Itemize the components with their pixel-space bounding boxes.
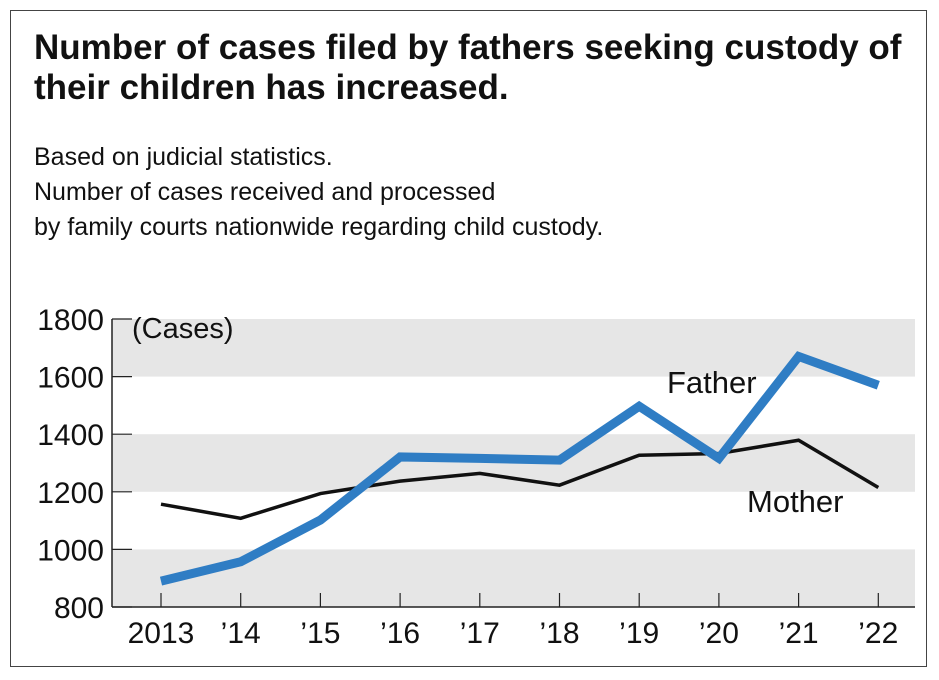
series-line-mother — [160, 438, 880, 521]
x-tick-label: 2013 — [128, 617, 195, 650]
y-tick-label: 800 — [54, 592, 104, 625]
x-tick-label: ’18 — [539, 617, 579, 650]
subtitle-line: Number of cases received and processed — [34, 178, 496, 206]
y-axis-label: (Cases) — [132, 313, 234, 345]
legend-mother: Mother — [747, 484, 843, 519]
y-tick-label: 1000 — [37, 534, 104, 567]
y-tick-label: 1800 — [37, 304, 104, 337]
chart-title: Number of cases filed by fathers seeking… — [34, 28, 902, 107]
x-tick-label: ’14 — [221, 617, 261, 650]
legend-father: Father — [667, 365, 757, 400]
x-tick-label: ’15 — [300, 617, 340, 650]
x-tick-label: ’20 — [699, 617, 739, 650]
x-tick-label: ’17 — [460, 617, 500, 650]
subtitle-line: Based on judicial statistics. — [34, 143, 333, 171]
grid-band — [112, 549, 915, 607]
y-tick-label: 1200 — [37, 477, 104, 510]
chart-frame — [10, 10, 927, 667]
series-line-father — [159, 351, 880, 586]
subtitle-line: by family courts nationwide regarding ch… — [34, 213, 604, 241]
x-tick-label: ’19 — [619, 617, 659, 650]
y-tick-label: 1600 — [37, 362, 104, 395]
x-tick-label: ’22 — [858, 617, 898, 650]
y-tick-label: 1400 — [37, 419, 104, 452]
x-tick-label: ’16 — [380, 617, 420, 650]
x-tick-label: ’21 — [779, 617, 819, 650]
grid-band — [112, 319, 915, 377]
chart-subtitle: Based on judicial statistics. Number of … — [34, 140, 603, 245]
